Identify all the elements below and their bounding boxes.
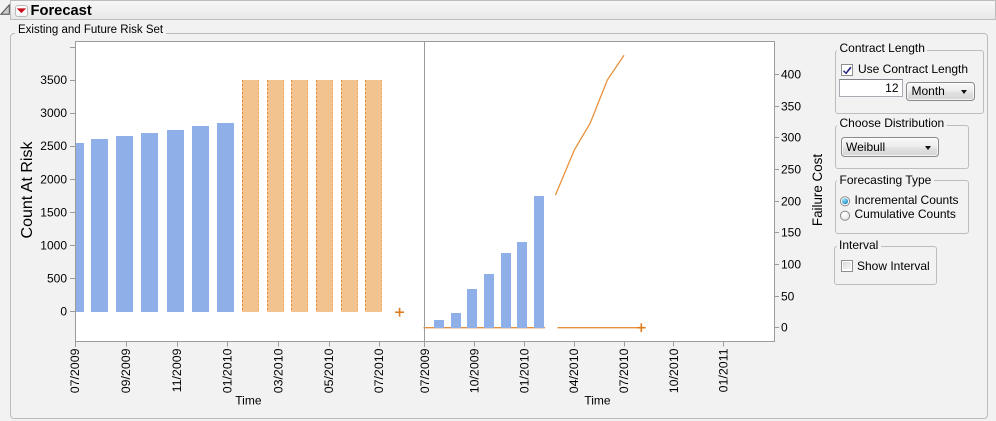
svg-text:07/2010: 07/2010: [372, 348, 386, 393]
svg-text:Time: Time: [584, 394, 611, 408]
svg-text:3500: 3500: [40, 73, 67, 87]
svg-text:07/2009: 07/2009: [418, 348, 432, 393]
svg-text:01/2010: 01/2010: [221, 348, 235, 393]
svg-text:250: 250: [781, 163, 801, 177]
svg-text:07/2009: 07/2009: [68, 348, 82, 393]
svg-text:11/2009: 11/2009: [170, 348, 184, 392]
svg-text:03/2010: 03/2010: [271, 348, 285, 393]
svg-text:500: 500: [47, 272, 67, 286]
svg-text:1000: 1000: [40, 239, 67, 253]
svg-text:10/2009: 10/2009: [468, 348, 482, 393]
svg-text:10/2010: 10/2010: [667, 348, 681, 393]
svg-text:300: 300: [781, 131, 801, 145]
svg-text:0: 0: [60, 305, 67, 319]
svg-text:05/2010: 05/2010: [322, 348, 336, 393]
svg-text:0: 0: [781, 321, 788, 335]
svg-text:2000: 2000: [40, 172, 67, 186]
svg-text:Failure Cost: Failure Cost: [810, 154, 825, 226]
svg-text:50: 50: [781, 290, 795, 304]
svg-text:150: 150: [781, 226, 801, 240]
svg-text:3000: 3000: [40, 106, 67, 120]
svg-text:400: 400: [781, 68, 801, 82]
svg-text:09/2009: 09/2009: [119, 348, 133, 393]
svg-text:01/2010: 01/2010: [517, 348, 531, 393]
svg-text:07/2010: 07/2010: [617, 348, 631, 393]
svg-text:Count At Risk: Count At Risk: [19, 141, 36, 239]
svg-text:100: 100: [781, 258, 801, 272]
svg-text:200: 200: [781, 195, 801, 209]
svg-text:2500: 2500: [40, 139, 67, 153]
svg-text:350: 350: [781, 100, 801, 114]
svg-text:1500: 1500: [40, 205, 67, 219]
svg-text:01/2011: 01/2011: [717, 348, 731, 392]
svg-text:04/2010: 04/2010: [567, 348, 581, 393]
svg-text:Time: Time: [235, 394, 262, 408]
